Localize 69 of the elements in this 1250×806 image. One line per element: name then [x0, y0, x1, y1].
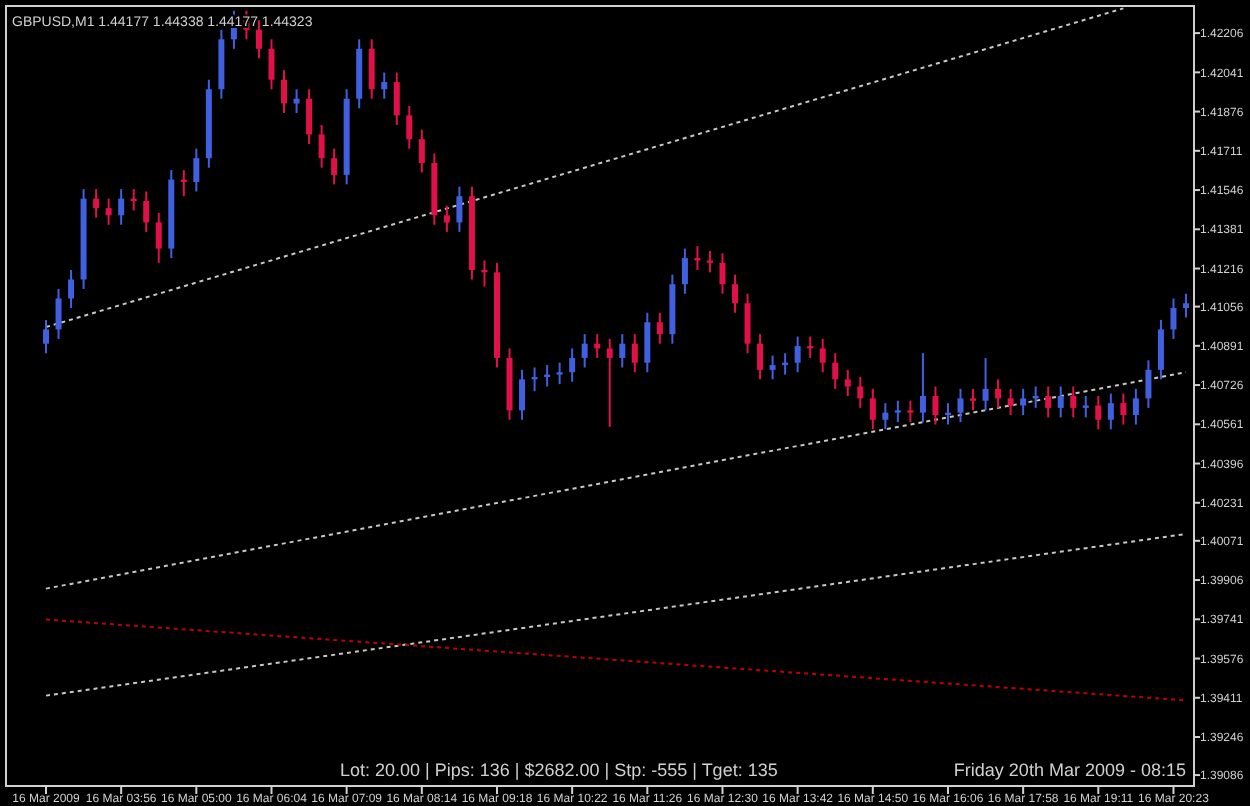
candlestick — [43, 318, 49, 355]
candlestick — [982, 356, 989, 412]
candlestick — [619, 333, 626, 369]
candlestick — [744, 292, 751, 355]
candlestick — [105, 197, 112, 226]
candlestick — [1107, 392, 1114, 431]
candlestick — [443, 204, 450, 233]
candlestick — [1007, 387, 1014, 417]
candlestick — [456, 185, 463, 233]
candlestick — [919, 352, 926, 424]
candlestick — [819, 337, 826, 374]
candlestick — [706, 249, 713, 274]
candlestick — [519, 368, 526, 421]
candlestick — [1145, 359, 1152, 409]
candlestick — [68, 268, 75, 310]
candlestick — [281, 69, 288, 115]
candlestick — [406, 104, 413, 150]
candlestick — [293, 88, 300, 115]
candlestick — [869, 387, 876, 431]
candlestick — [932, 385, 939, 426]
candlestick — [1183, 292, 1189, 319]
candlestick — [1095, 395, 1102, 431]
candlestick — [732, 273, 739, 314]
candlestick — [155, 211, 162, 264]
candlestick — [1045, 385, 1052, 419]
candlestick — [418, 128, 425, 174]
candlestick — [857, 375, 864, 409]
candlestick — [93, 188, 100, 219]
candlestick — [631, 333, 638, 374]
candlestick — [1120, 392, 1127, 426]
candlestick — [1157, 318, 1164, 381]
candlestick — [331, 147, 338, 186]
candlestick — [769, 354, 776, 381]
candlestick — [757, 333, 764, 381]
candlestick — [118, 188, 125, 226]
candlestick — [193, 147, 200, 193]
candlestick — [55, 287, 62, 340]
candlestick — [268, 38, 275, 91]
annotation: Friday 20th Mar 2009 - 08:15 — [953, 760, 1186, 780]
candlestick — [995, 378, 1002, 409]
candlestick — [644, 311, 651, 374]
candlestick — [957, 387, 964, 424]
candlestick — [606, 337, 613, 428]
annotation: Lot: 20.00 | Pips: 136 | $2682.00 | Stp: -555 | Tget: 135 — [340, 760, 778, 780]
candlestick — [656, 311, 663, 345]
candlestick — [1020, 387, 1027, 417]
candlestick — [393, 71, 400, 126]
candlestick — [794, 335, 801, 374]
candlestick — [844, 368, 851, 397]
candlestick — [368, 38, 375, 100]
candlestick — [882, 402, 889, 431]
candlestick — [306, 88, 313, 145]
candlestick — [1057, 385, 1064, 419]
candlestick — [556, 361, 563, 386]
candlestick — [255, 19, 262, 60]
candlestick — [143, 190, 150, 233]
candlestick — [1132, 387, 1139, 426]
candlestick — [832, 352, 839, 390]
candlestick — [581, 333, 588, 369]
candlestick — [894, 399, 901, 424]
candlestick — [907, 399, 914, 424]
candlestick — [970, 387, 977, 412]
candlestick — [569, 347, 576, 383]
candlestick — [681, 247, 688, 295]
candlestick — [719, 252, 726, 295]
candlestick — [1070, 385, 1077, 419]
candlestick — [381, 71, 388, 100]
candlestick — [1170, 297, 1177, 340]
candlestick — [318, 123, 325, 169]
